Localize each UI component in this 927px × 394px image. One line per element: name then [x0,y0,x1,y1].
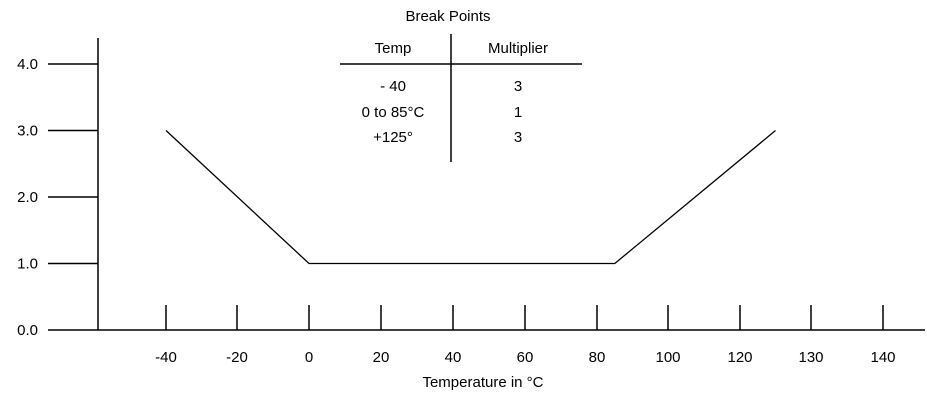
x-tick-label: 40 [445,349,462,366]
y-tick-label: 4.0 [17,56,38,73]
x-ticks: -40 -20 0 20 40 60 80 100 120 130 140 [155,305,896,366]
x-axis-title: Temperature in °C [422,374,543,391]
x-tick-label: 120 [727,349,752,366]
y-tick-label: 1.0 [17,256,38,273]
x-tick-label: 0 [305,349,313,366]
table-cell-multiplier: 3 [514,129,522,146]
table-cell-multiplier: 3 [514,78,522,95]
table-title: Break Points [405,8,490,25]
table-row: - 40 3 [380,78,522,95]
series-line [165,129,776,265]
y-ticks: 0.0 1.0 2.0 3.0 4.0 [17,56,98,339]
x-tick-label: 140 [870,349,895,366]
x-tick-label: 80 [589,349,606,366]
table-row: 0 to 85°C 1 [362,104,523,121]
table-cell-temp: - 40 [380,78,406,95]
x-tick-label: 20 [373,349,390,366]
table-header-temp: Temp [375,40,412,57]
x-tick-label: 60 [517,349,534,366]
table-cell-temp: 0 to 85°C [362,104,425,121]
x-tick-label: -40 [155,349,177,366]
y-tick-label: 0.0 [17,322,38,339]
x-tick-label: 130 [798,349,823,366]
y-tick-label: 3.0 [17,123,38,140]
y-tick-label: 2.0 [17,189,38,206]
table-row: +125° 3 [373,129,522,146]
break-points-table: Break Points Temp Multiplier - 40 3 0 to… [340,8,582,162]
table-cell-temp: +125° [373,129,413,146]
x-tick-label: 100 [655,349,680,366]
table-header-multiplier: Multiplier [488,40,548,57]
x-tick-label: -20 [226,349,248,366]
table-cell-multiplier: 1 [514,104,522,121]
